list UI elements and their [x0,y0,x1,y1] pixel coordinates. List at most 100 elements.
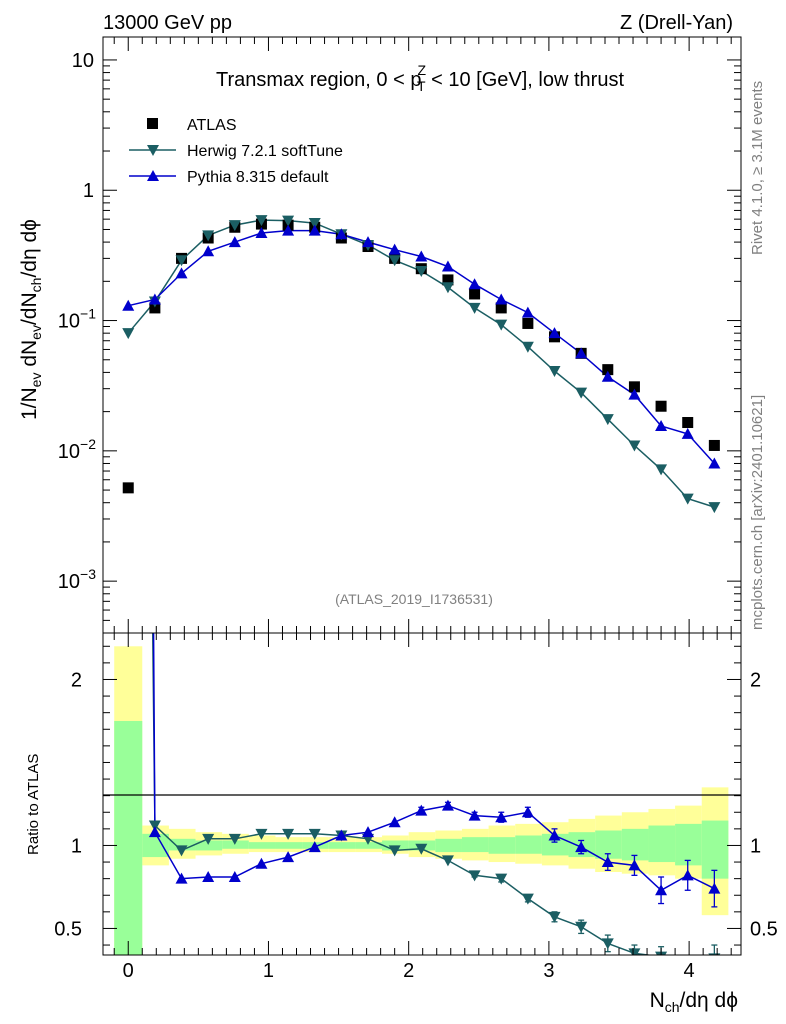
pythia-ratio-point [681,869,694,881]
pythia-point [308,224,321,236]
y-tick-label: 10−2 [58,436,96,463]
x-tick-label: 3 [543,960,554,982]
herwig-point [521,341,534,353]
pythia-point [362,236,375,248]
pythia-ratio-point [175,872,188,884]
pythia-point [468,278,481,290]
pythia-ratio-point [148,826,161,838]
herwig-ratio-point [575,921,588,933]
legend-pythia-marker [147,170,159,181]
band-inner [701,820,729,879]
pythia-ratio-point [495,811,508,823]
herwig-point [308,218,321,230]
herwig-point [708,502,721,514]
watermark: (ATLAS_2019_I1736531) [335,591,493,607]
pythia-ratio-point [468,809,481,821]
pythia-point [601,370,614,382]
pythia-point [388,243,401,255]
atlas-point [122,482,134,494]
band-inner [248,842,276,849]
herwig-ratio-point [548,911,561,923]
main-panel: 10 1 10−1 10−2 10−3 Transmax region, 0 < pZ T… [18,36,742,634]
band-inner [648,825,676,863]
pythia-ratio-point [282,851,295,863]
pythia-point [148,293,161,305]
x-tick-label: 1 [263,960,274,982]
header-left: 13000 GeV pp [103,12,232,34]
main-title: Transmax region, 0 < pZ T < 10 [GeV], low… [216,62,624,94]
pythia-point [202,245,215,257]
pythia-ratio-point [362,826,375,838]
pythia-ratio-point [655,884,668,896]
pythia-ratio-point [441,799,454,811]
band-inner [114,720,143,955]
title-sub: T [417,78,426,94]
herwig-ratio-point [415,843,428,855]
pythia-ratio-point [601,856,614,868]
band-inner [488,837,516,854]
herwig-ratio-point [468,870,481,882]
atlas-point [628,381,640,393]
ratio-y-tick-label: 2 [71,669,82,691]
herwig-point [441,282,454,294]
herwig-ratio-point [388,845,401,857]
herwig-ratio-point [601,938,614,950]
rivet-label: Rivet 4.1.0, ≥ 3.1M events [749,81,766,255]
legend-herwig-marker [147,145,159,156]
legend: ATLAS Herwig 7.2.1 softTune Pythia 8.315… [129,117,343,186]
ratio-y-tick-label: 0.5 [54,918,82,940]
pythia-point [548,327,561,339]
band-inner [675,823,702,866]
pythia-ratio-point [708,882,721,894]
pythia-point [655,420,668,432]
y-tick-label: 10−1 [58,306,96,333]
y-tick-label: 10 [72,50,94,72]
pythia-point [175,267,188,279]
ratio-panel: 0.5 0.5 1 1 2 2 0 1 2 3 4 Ratio to ATLAS Nch/dη dϕ [25,632,778,1015]
herwig-point [495,319,508,331]
title-sup: Z [417,62,426,78]
herwig-point [175,255,188,267]
pythia-point [521,306,534,318]
main-ylabel: 1/Nev dNev/dNch/dη dϕ [18,219,44,420]
herwig-point [628,440,641,452]
atlas-point [469,288,481,300]
ratio-y-tick-label: 1 [71,835,82,857]
legend-herwig-label: Herwig 7.2.1 softTune [187,143,343,160]
pythia-point [415,250,428,262]
herwig-ratio-point [495,873,508,885]
atlas-point [442,274,454,286]
title-head: Transmax region, 0 < p [216,69,421,91]
herwig-point [228,220,241,232]
x-tick-label: 4 [684,960,695,982]
ratio-ylabel: Ratio to ATLAS [25,754,42,855]
legend-atlas-label: ATLAS [187,117,237,134]
band-inner [515,835,542,854]
pythia-point [575,347,588,359]
herwig-ratio-point [282,828,295,840]
x-tick-label: 2 [403,960,414,982]
band-inner [355,842,383,849]
pythia-ratio-point [548,829,561,841]
atlas-point [602,364,614,376]
pythia-ratio-point [308,841,321,853]
band-inner [168,838,196,851]
ratio-xlabel: Nch/dη dϕ [650,989,738,1015]
pythia-ratio-point [628,859,641,871]
herwig-point [655,464,668,476]
pythia-point [708,457,721,469]
pythia-point [282,224,295,236]
band-inner [222,840,249,849]
band-inner [461,837,489,853]
pythia-ratio-point [335,829,348,841]
atlas-point [149,302,161,314]
atlas-point [522,317,534,329]
pythia-point [335,228,348,240]
herwig-point [388,255,401,267]
header-right: Z (Drell-Yan) [620,12,733,34]
herwig-ratio-point [441,855,454,867]
pythia-ratio-point [202,870,215,882]
pythia-ratio-point [255,857,268,869]
herwig-ratio-point [148,820,161,832]
herwig-ratio-point [228,833,241,845]
